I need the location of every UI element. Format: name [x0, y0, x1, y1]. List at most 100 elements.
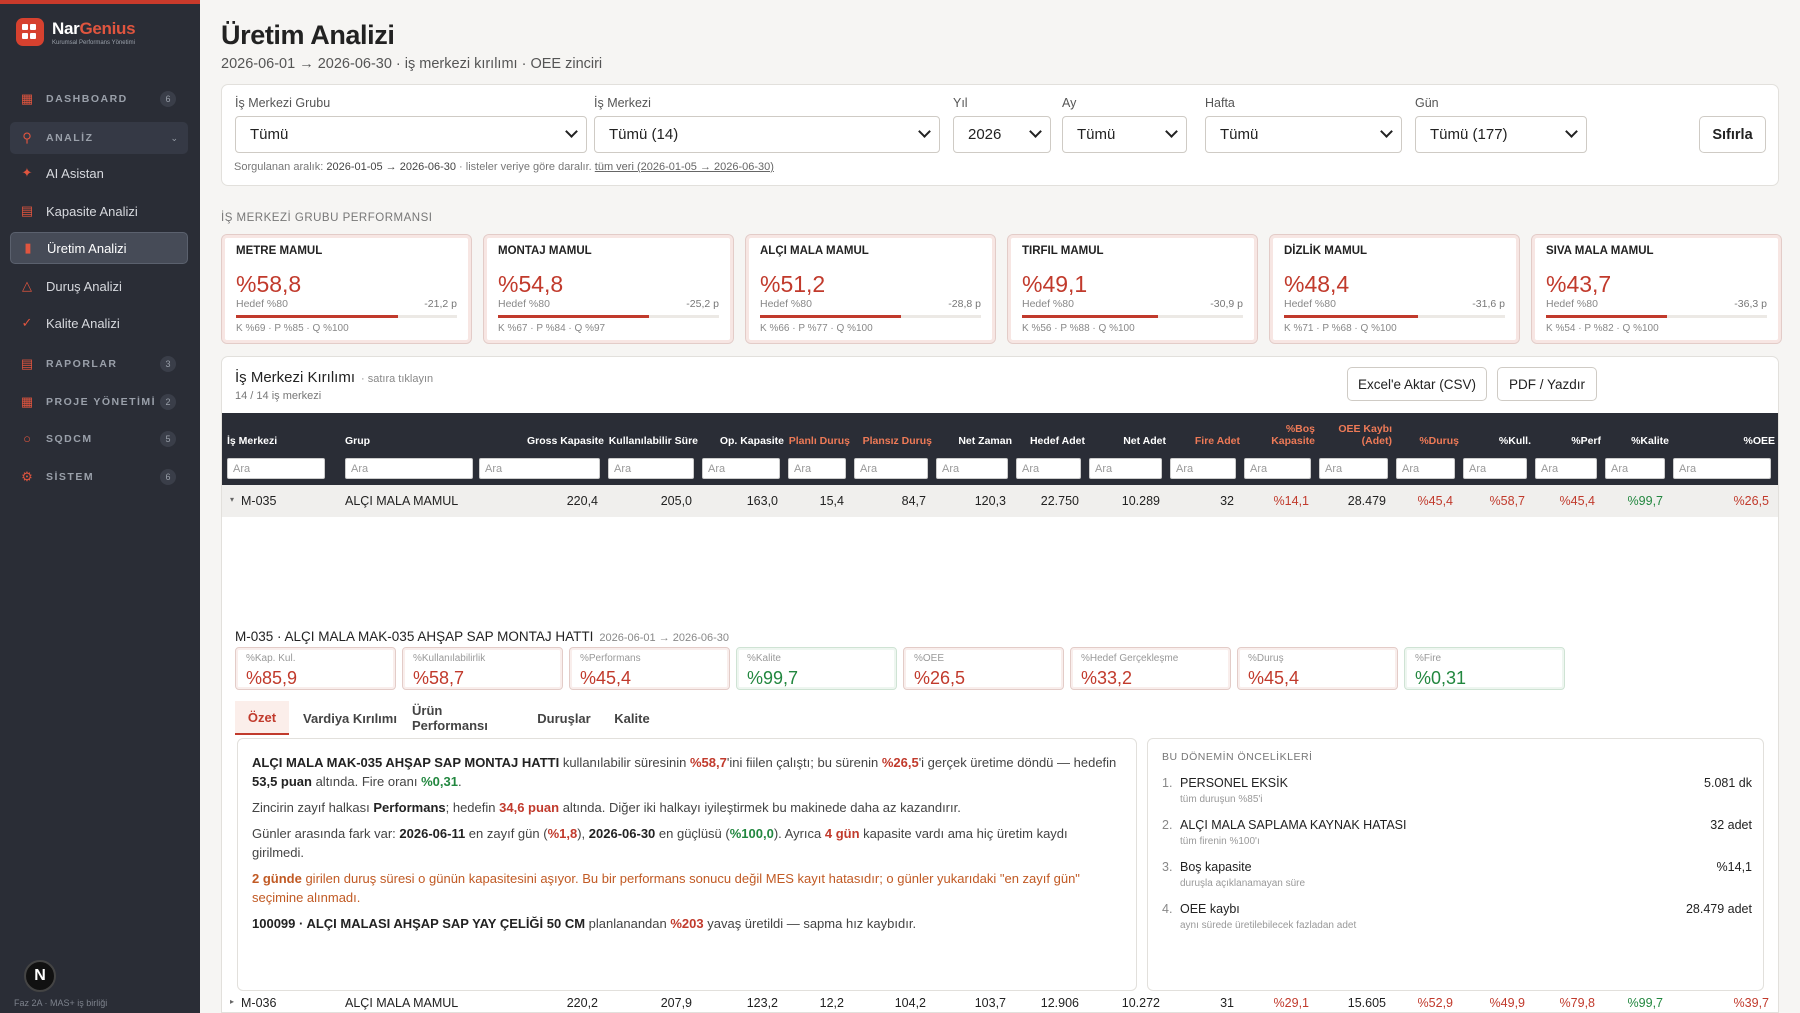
text: en zayıf gün ( — [465, 826, 548, 841]
column-filter-input[interactable]: Ara — [227, 458, 325, 479]
nav-sistem-label: SİSTEM — [46, 471, 95, 483]
group-oee-value: %54,8 — [498, 271, 564, 297]
column-header[interactable]: %OEE — [1743, 435, 1775, 447]
column-filter-input[interactable]: Ara — [702, 458, 780, 479]
column-header[interactable]: %Perf — [1571, 435, 1601, 447]
tab-duruşlar[interactable]: Duruşlar — [537, 710, 591, 726]
column-header[interactable]: Gross Kapasite — [526, 435, 604, 447]
column-header[interactable]: Plansız Duruş — [862, 435, 932, 447]
reset-button[interactable]: Sıfırla — [1699, 116, 1766, 153]
nav-dashboard[interactable]: ▦ DASHBOARD 6 — [10, 83, 188, 115]
table-cell: 207,9 — [660, 996, 692, 1010]
tab-ürün-performansı[interactable]: Ürün Performansı — [412, 703, 488, 733]
column-filter-input[interactable]: Ara — [608, 458, 694, 479]
nav-proje[interactable]: ▦ PROJE YÖNETİMİ 2 — [10, 386, 188, 418]
grid-icon: ▦ — [20, 91, 34, 106]
column-filter-input[interactable]: Ara — [1170, 458, 1236, 479]
sidebar-item-uretim[interactable]: ▮ Üretim Analizi — [10, 232, 188, 264]
nav-sqdcm[interactable]: ○ SQDCM 5 — [10, 423, 188, 455]
column-filter-input[interactable]: Ara — [1244, 458, 1311, 479]
sidebar-item-kapasite[interactable]: ▤ Kapasite Analizi — [10, 195, 188, 227]
expand-icon[interactable]: ▸ — [230, 997, 235, 1006]
column-filter-input[interactable]: Ara — [1396, 458, 1455, 479]
column-header[interactable]: İş Merkezi — [227, 435, 278, 447]
chevron-down-icon — [565, 125, 578, 138]
sidebar-item-ai-asistan[interactable]: ✦ AI Asistan — [10, 157, 188, 189]
column-header[interactable]: Op. Kapasite — [719, 435, 784, 447]
group-select[interactable]: Tümü — [235, 116, 587, 153]
group-card[interactable]: METRE MAMUL %58,8 Hedef %80 -21,2 p K %69 · … — [221, 234, 472, 344]
app-logo[interactable]: NarGenius Kurumsal Performans Yönetimi — [16, 18, 136, 46]
month-select[interactable]: Tümü — [1062, 116, 1187, 153]
chevron-down-icon: ⌄ — [170, 132, 178, 143]
group-card[interactable]: MONTAJ MAMUL %54,8 Hedef %80 -25,2 p K %67 ·… — [483, 234, 734, 344]
column-header[interactable]: Grup — [345, 435, 371, 447]
column-header[interactable]: Net Adet — [1123, 435, 1166, 447]
tab-özet[interactable]: Özet — [235, 701, 289, 735]
column-header[interactable]: %Duruş — [1419, 435, 1459, 447]
excel-export-button[interactable]: Excel'e Aktar (CSV) — [1347, 367, 1487, 401]
table-cell: 120,3 — [974, 494, 1006, 508]
column-filter-input[interactable]: Ara — [1319, 458, 1388, 479]
summary-line-5: 100099 · ALÇI MALASI AHŞAP SAP YAY ÇELİĞ… — [252, 914, 1122, 933]
year-select[interactable]: 2026 — [953, 116, 1051, 153]
tab-kalite[interactable]: Kalite — [614, 710, 650, 726]
priority-item[interactable]: 4. OEE kaybı aynı sürede üretilebilecek fa… — [1162, 902, 1752, 938]
table-row[interactable]: ▸ M-036 ALÇI MALA MAMUL 220,2 207,9 123,2 12,2… — [222, 987, 1778, 1012]
table-row[interactable]: ▾ M-035 ALÇI MALA MAMUL 220,4 205,0 163,0 15,4… — [222, 485, 1778, 517]
column-filter-input[interactable]: Ara — [1089, 458, 1162, 479]
group-card[interactable]: ALÇI MALA MAMUL %51,2 Hedef %80 -28,8 p K %6… — [745, 234, 996, 344]
column-header[interactable]: Net Zaman — [958, 435, 1012, 447]
center-select[interactable]: Tümü (14) — [594, 116, 940, 153]
column-filter-input[interactable]: Ara — [1605, 458, 1665, 479]
group-progress-bar — [498, 315, 719, 318]
kpi-label: %OEE — [914, 653, 945, 664]
column-filter-input[interactable]: Ara — [345, 458, 473, 479]
day-select[interactable]: Tümü (177) — [1415, 116, 1587, 153]
priority-item[interactable]: 2. ALÇI MALA SAPLAMA KAYNAK HATASI tüm fir… — [1162, 818, 1752, 854]
column-filter-input[interactable]: Ara — [1463, 458, 1527, 479]
column-header[interactable]: Planlı Duruş — [788, 435, 850, 447]
group-progress-fill — [1022, 315, 1158, 318]
column-filter-input[interactable]: Ara — [854, 458, 928, 479]
group-name: ALÇI MALA MAMUL — [760, 245, 869, 257]
tab-vardiya-kırılımı[interactable]: Vardiya Kırılımı — [303, 710, 397, 726]
logo-icon — [16, 18, 44, 46]
sidebar-item-durus[interactable]: △ Duruş Analizi — [10, 270, 188, 302]
nav-sistem[interactable]: ⚙ SİSTEM 6 — [10, 461, 188, 493]
group-filter-label: İş Merkezi Grubu — [235, 96, 331, 110]
summary-line-4: 2 günde girilen duruş süresi o günün kap… — [252, 869, 1122, 907]
column-header[interactable]: OEE Kaybı (Adet) — [1338, 423, 1392, 447]
column-filter-input[interactable]: Ara — [1535, 458, 1597, 479]
month-select-value: Tümü — [1077, 126, 1116, 143]
column-filter-input[interactable]: Ara — [936, 458, 1008, 479]
kpi-card: %Hedef Gerçekleşme %33,2 — [1070, 647, 1231, 690]
pdf-print-button[interactable]: PDF / Yazdır — [1497, 367, 1597, 401]
column-header[interactable]: %Kull. — [1498, 435, 1531, 447]
column-filter-input[interactable]: Ara — [479, 458, 600, 479]
nav-analiz[interactable]: ⚲ ANALİZ ⌄ — [10, 122, 188, 154]
column-header[interactable]: %Boş Kapasite — [1271, 423, 1315, 447]
collapse-icon[interactable]: ▾ — [230, 495, 235, 504]
column-filter-input[interactable]: Ara — [788, 458, 846, 479]
group-card[interactable]: SIVA MALA MAMUL %43,7 Hedef %80 -36,3 p K %5… — [1531, 234, 1782, 344]
group-card[interactable]: TIRFIL MAMUL %49,1 Hedef %80 -30,9 p K %56 ·… — [1007, 234, 1258, 344]
column-header[interactable]: %Kalite — [1631, 435, 1669, 447]
avatar[interactable]: N — [24, 960, 56, 992]
strongest-day-value: %100,0 — [729, 826, 774, 841]
group-card[interactable]: DİZLİK MAMUL %48,4 Hedef %80 -31,6 p K %71 ·… — [1269, 234, 1520, 344]
sidebar-item-kalite[interactable]: ✓ Kalite Analizi — [10, 307, 188, 339]
column-header[interactable]: Fire Adet — [1194, 435, 1240, 447]
column-filter-input[interactable]: Ara — [1016, 458, 1081, 479]
all-data-link[interactable]: tüm veri (2026-01-05 → 2026-06-30) — [594, 161, 774, 173]
group-target: Hedef %80 — [1284, 298, 1336, 310]
nav-raporlar[interactable]: ▤ RAPORLAR 3 — [10, 348, 188, 380]
week-select[interactable]: Tümü — [1205, 116, 1402, 153]
priority-item[interactable]: 3. Boş kapasite duruşla açıklanamayan süre… — [1162, 860, 1752, 896]
column-filter-input[interactable]: Ara — [1673, 458, 1771, 479]
column-header[interactable]: Hedef Adet — [1029, 435, 1085, 447]
chevron-down-icon — [1029, 125, 1042, 138]
priority-item[interactable]: 1. PERSONEL EKSİK tüm duruşun %85'i 5.081 d… — [1162, 776, 1752, 812]
group-progress-fill — [236, 315, 399, 318]
column-header[interactable]: Kullanılabilir Süre — [608, 435, 698, 447]
